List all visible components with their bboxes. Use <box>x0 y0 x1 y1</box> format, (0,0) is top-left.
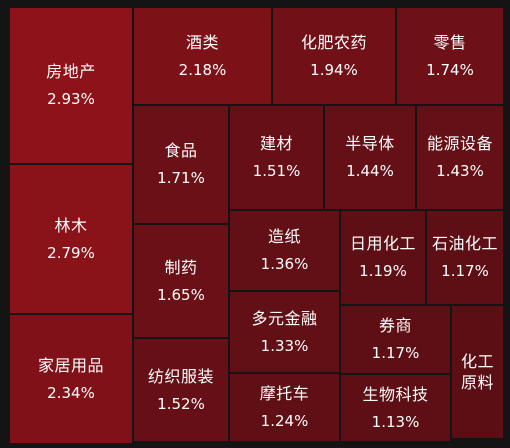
tile-name-label: 家居用品 <box>37 355 104 375</box>
tile-name-label: 纺织服装 <box>147 366 214 386</box>
tile-name-label: 日用化工 <box>349 234 416 253</box>
tile-name-label: 建材 <box>259 134 293 153</box>
treemap-tile[interactable]: 多元金融 1.33% <box>230 292 339 372</box>
tile-value-label: 1.65% <box>157 285 205 304</box>
tile-value-label: 2.93% <box>47 90 95 108</box>
tile-value-label: 1.51% <box>252 162 301 180</box>
treemap-tile[interactable]: 建材 1.51% <box>230 106 323 209</box>
tile-name-label: 林木 <box>54 215 88 235</box>
treemap-tile[interactable]: 化肥农药 1.94% <box>273 8 395 104</box>
tile-value-label: 1.44% <box>346 162 394 180</box>
treemap-tile[interactable]: 家居用品 2.34% <box>10 315 132 443</box>
tile-name-label: 摩托车 <box>259 384 310 403</box>
treemap-tile[interactable]: 石油化工 1.17% <box>427 211 503 304</box>
tile-value-label: 1.43% <box>436 162 484 180</box>
treemap-tile[interactable]: 酒类 2.18% <box>134 8 271 104</box>
tile-value-label: 1.24% <box>260 412 309 430</box>
treemap-tile[interactable]: 摩托车 1.24% <box>230 374 339 441</box>
tile-name-label: 多元金融 <box>251 308 318 328</box>
treemap-tile[interactable]: 化工原料 <box>452 306 503 438</box>
tile-value-label: 1.52% <box>157 394 205 413</box>
treemap-tile[interactable]: 林木 2.79% <box>10 165 132 313</box>
tile-name-label: 券商 <box>378 316 412 335</box>
tile-name-label: 石油化工 <box>431 234 498 253</box>
tile-name-label: 化工原料 <box>460 352 494 392</box>
tile-name-label: 食品 <box>164 141 198 160</box>
tile-name-label: 生物科技 <box>362 384 429 404</box>
tile-name-label: 造纸 <box>267 227 301 246</box>
tile-value-label: 1.71% <box>157 169 205 187</box>
treemap-tile[interactable]: 生物科技 1.13% <box>341 375 450 441</box>
treemap-tile[interactable]: 日用化工 1.19% <box>341 211 425 304</box>
treemap-tile[interactable]: 零售 1.74% <box>397 8 503 104</box>
treemap-tile[interactable]: 制药 1.65% <box>134 225 228 337</box>
tile-name-label: 房地产 <box>46 62 96 81</box>
tile-value-label: 1.19% <box>359 262 407 280</box>
tile-name-label: 半导体 <box>345 134 395 153</box>
tile-value-label: 2.34% <box>47 383 95 402</box>
tile-value-label: 1.74% <box>426 60 474 79</box>
treemap-tile[interactable]: 食品 1.71% <box>134 106 228 223</box>
treemap-tile[interactable]: 能源设备 1.43% <box>417 106 503 209</box>
treemap-tile[interactable]: 纺织服装 1.52% <box>134 339 228 441</box>
tile-value-label: 1.94% <box>310 60 358 79</box>
treemap-tile[interactable]: 券商 1.17% <box>341 306 450 373</box>
tile-name-label: 化肥农药 <box>300 32 367 52</box>
tile-value-label: 1.36% <box>260 255 309 273</box>
tile-value-label: 1.13% <box>371 412 420 431</box>
treemap-tile[interactable]: 房地产 2.93% <box>10 8 132 163</box>
tile-name-label: 零售 <box>433 32 467 52</box>
tile-value-label: 2.18% <box>178 60 227 79</box>
tile-value-label: 2.79% <box>47 243 95 262</box>
tile-name-label: 能源设备 <box>426 134 493 153</box>
tile-value-label: 1.17% <box>441 262 489 280</box>
treemap-tile[interactable]: 半导体 1.44% <box>325 106 415 209</box>
tile-value-label: 1.17% <box>371 344 420 362</box>
tile-name-label: 酒类 <box>185 32 219 52</box>
treemap-tile[interactable]: 造纸 1.36% <box>230 211 339 290</box>
tile-value-label: 1.33% <box>260 336 309 355</box>
tile-name-label: 制药 <box>164 257 198 277</box>
